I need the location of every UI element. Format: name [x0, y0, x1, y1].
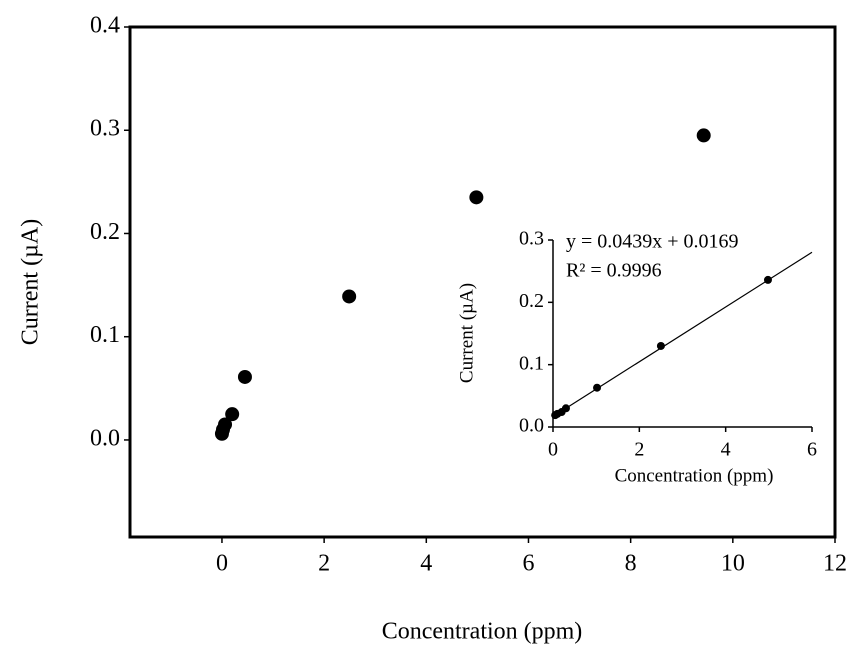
y-tick-label: 0.1: [519, 352, 544, 374]
x-tick-label: 2: [634, 439, 644, 461]
x-tick-label: 6: [522, 551, 534, 577]
data-point: [237, 369, 252, 384]
y-tick-label: 0.0: [90, 425, 120, 451]
y-tick-label: 0.2: [519, 290, 544, 312]
x-tick-label: 0: [548, 439, 558, 461]
data-point: [218, 417, 233, 432]
data-point: [342, 289, 357, 304]
x-axis-label: Concentration (ppm): [382, 619, 583, 645]
y-axis-label: Current (µA): [18, 219, 44, 345]
x-tick-label: 4: [420, 551, 432, 577]
y-tick-label: 0.1: [90, 322, 120, 348]
data-point: [225, 407, 240, 422]
y-tick-label: 0.4: [90, 13, 120, 39]
y-tick-label: 0.0: [519, 415, 544, 437]
x-tick-label: 2: [318, 551, 330, 577]
x-tick-label: 0: [216, 551, 228, 577]
data-point: [469, 190, 484, 205]
x-tick-label: 4: [721, 439, 731, 461]
x-axis-label: Concentration (ppm): [615, 465, 774, 486]
data-point: [696, 128, 711, 143]
data-point: [763, 275, 772, 284]
y-tick-label: 0.3: [519, 228, 544, 250]
y-axis-label: Current (µA): [456, 283, 477, 383]
data-point: [656, 341, 665, 350]
y-tick-label: 0.2: [90, 219, 120, 245]
data-point: [593, 383, 602, 392]
x-tick-label: 6: [807, 439, 817, 461]
annotation: y = 0.0439x + 0.0169: [566, 231, 739, 253]
x-tick-label: 8: [625, 551, 637, 577]
annotation: R² = 0.9996: [566, 260, 662, 282]
data-point: [561, 404, 570, 413]
x-tick-label: 10: [721, 551, 745, 577]
y-tick-label: 0.3: [90, 116, 120, 142]
x-tick-label: 12: [823, 551, 847, 577]
plot-frame: [128, 25, 837, 539]
